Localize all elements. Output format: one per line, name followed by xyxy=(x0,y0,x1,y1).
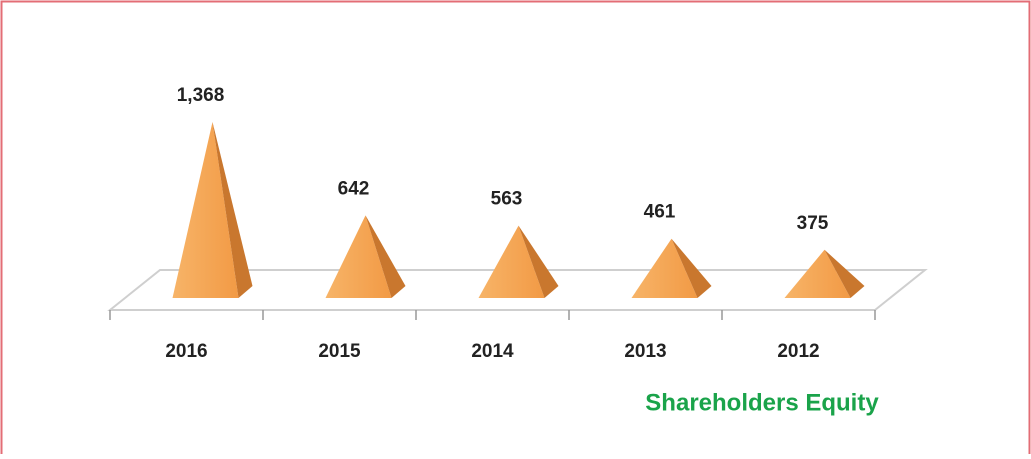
pyramid-front xyxy=(478,225,545,298)
pyramid xyxy=(784,249,865,298)
pyramid xyxy=(631,238,712,298)
pyramid-front xyxy=(172,122,239,298)
pyramid-side xyxy=(824,249,865,298)
pyramid xyxy=(172,122,253,298)
pyramid xyxy=(478,225,559,298)
data-label: 1,368 xyxy=(177,85,225,106)
x-tick-label: 2015 xyxy=(318,341,361,362)
pyramid-front xyxy=(325,215,392,298)
chart-title: Shareholders Equity xyxy=(645,389,879,416)
pyramid-side xyxy=(518,225,559,298)
x-tick-label: 2014 xyxy=(471,341,514,362)
pyramid-side xyxy=(212,122,253,298)
pyramid-front xyxy=(631,238,698,298)
pyramid-side xyxy=(365,215,406,298)
pyramid-side xyxy=(671,238,712,298)
plot: 2016 1,368 2015 642 2014 563 2013 461 2012 375 xyxy=(165,85,865,362)
x-tick-label: 2016 xyxy=(165,341,207,362)
data-label: 642 xyxy=(338,178,370,199)
pyramid xyxy=(325,215,406,298)
x-tick-label: 2012 xyxy=(777,341,819,362)
data-label: 461 xyxy=(644,202,676,223)
data-label: 375 xyxy=(797,213,829,234)
data-label: 563 xyxy=(491,189,523,210)
axis-ticks xyxy=(109,310,876,320)
pyramid-front xyxy=(784,249,851,298)
x-tick-label: 2013 xyxy=(624,341,666,362)
